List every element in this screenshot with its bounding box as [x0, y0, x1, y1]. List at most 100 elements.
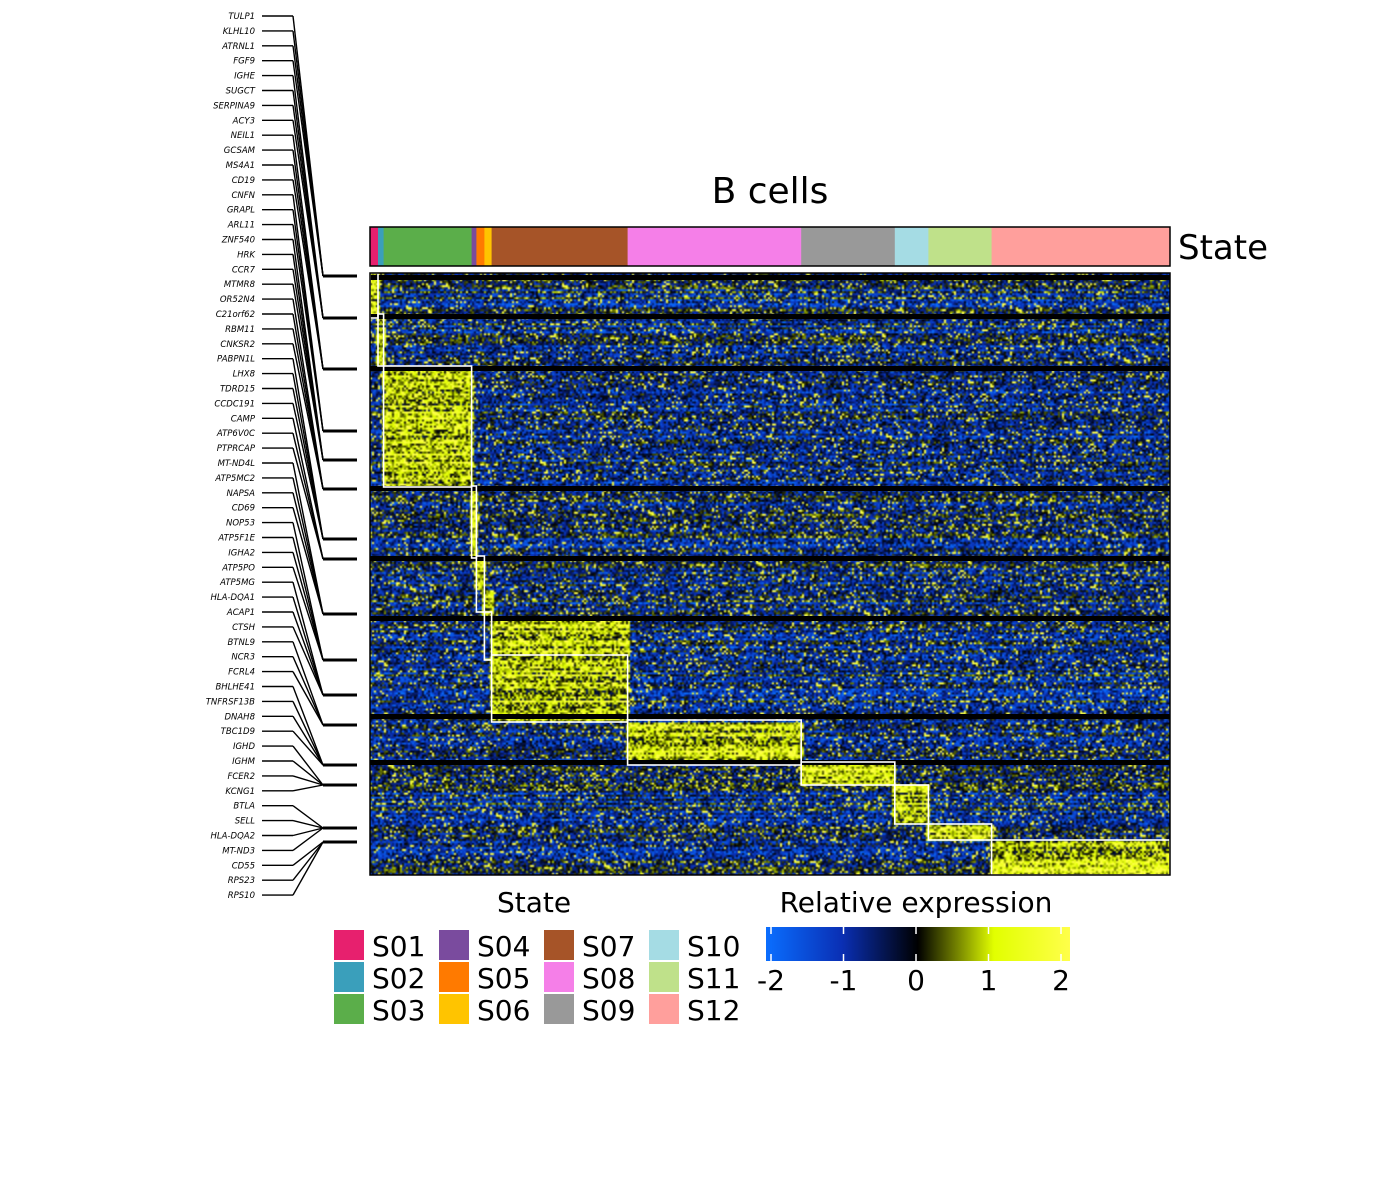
- state-annotation-s01: [370, 227, 379, 266]
- gene-label: ATP5F1E: [217, 534, 255, 544]
- gene-label: SELL: [235, 817, 256, 827]
- state-annotation-s12: [991, 227, 1171, 266]
- row-separator: [370, 616, 1170, 621]
- chart-title: B cells: [712, 171, 829, 212]
- annotation-label: State: [1178, 228, 1268, 268]
- state-annotation-s04: [471, 227, 477, 266]
- gene-label: CD69: [232, 504, 255, 514]
- gene-label: CD19: [232, 176, 255, 186]
- gene-label: OR52N4: [220, 295, 255, 305]
- legend-swatch-s08: [544, 962, 574, 992]
- legend-label-s03: S03: [372, 994, 425, 1027]
- colorbar-ticks: -2 -1 0 1 2: [757, 927, 1070, 997]
- row-separator: [370, 314, 1170, 319]
- gene-label: ACY3: [232, 116, 255, 126]
- gene-label: IGHA2: [228, 548, 255, 558]
- gene-label-links: [262, 15, 357, 896]
- state-outline-s09: [800, 761, 896, 786]
- legend-swatch-s03: [334, 994, 364, 1024]
- gene-label: RBM11: [225, 325, 255, 335]
- gene-label: NOP53: [226, 519, 255, 529]
- legend-label-s01: S01: [372, 930, 425, 963]
- legend-label-s04: S04: [477, 930, 530, 963]
- legend-swatch-s05: [439, 962, 469, 992]
- gene-label: NEIL1: [231, 131, 255, 141]
- legend-swatch-s04: [439, 930, 469, 960]
- colorbar-title: Relative expression: [780, 886, 1053, 919]
- gene-label: BTNL9: [227, 638, 255, 648]
- gene-label: KLHL10: [223, 27, 255, 37]
- gene-label: ARL11: [227, 221, 255, 231]
- legend-swatch-s01: [334, 930, 364, 960]
- legend-swatch-s07: [544, 930, 574, 960]
- state-outline-s02: [377, 313, 385, 367]
- row-separator: [370, 275, 1170, 280]
- row-separator: [370, 714, 1170, 719]
- state-outline-s08: [626, 719, 802, 766]
- heatmap-cells: [370, 273, 1170, 875]
- gene-label: GRAPL: [227, 206, 255, 216]
- gene-label: TULP1: [228, 12, 255, 22]
- legend-swatch-s12: [649, 994, 679, 1024]
- gene-label: ATP5MC2: [214, 474, 255, 484]
- gene-label: FCER2: [227, 772, 255, 782]
- gene-label: CNKSR2: [220, 340, 255, 350]
- colorbar: [766, 927, 1070, 961]
- gene-label: TBC1D9: [221, 727, 255, 737]
- gene-label: HLA-DQA1: [211, 593, 255, 603]
- state-annotation-s10: [894, 227, 929, 266]
- gene-label: ATP5MG: [219, 578, 255, 588]
- gene-label: NAPSA: [226, 489, 255, 499]
- gene-label: CCR7: [232, 265, 256, 275]
- state-legend-title: State: [497, 886, 571, 919]
- gene-label: FGF9: [233, 57, 255, 67]
- colorbar-tick-label: 0: [907, 964, 925, 997]
- state-outline-s10: [893, 784, 930, 825]
- gene-label: IGHM: [232, 757, 255, 767]
- gene-label: CCDC191: [214, 399, 255, 409]
- state-annotation-s03: [383, 227, 472, 266]
- legend-swatch-s02: [334, 962, 364, 992]
- row-separator: [370, 366, 1170, 371]
- legend-label-s10: S10: [687, 930, 740, 963]
- gene-label: PTPRCAP: [217, 444, 256, 454]
- state-annotation-s05: [476, 227, 485, 266]
- gene-label: ACAP1: [226, 608, 255, 618]
- state-diagonal-outlines: [369, 272, 1171, 876]
- colorbar-tick-label: 2: [1052, 964, 1070, 997]
- state-annotation-bar: [370, 227, 1171, 266]
- heatmap-border: [369, 272, 1171, 876]
- gene-label: RPS10: [228, 891, 255, 901]
- state-annotation-s09: [801, 227, 896, 266]
- gene-label: C21orf62: [216, 310, 255, 320]
- colorbar-tick-label: 1: [980, 964, 998, 997]
- gene-label: MS4A1: [226, 161, 255, 171]
- gene-label: HRK: [237, 250, 256, 260]
- gene-label: NCR3: [231, 653, 255, 663]
- gene-label: MTMR8: [224, 280, 256, 290]
- legend-label-s05: S05: [477, 962, 530, 995]
- state-outline-s04: [470, 485, 478, 559]
- legend-swatch-s09: [544, 994, 574, 1024]
- gene-label: TNFRSF13B: [206, 697, 255, 707]
- state-outline-s03: [382, 365, 473, 488]
- legend-label-s09: S09: [582, 994, 635, 1027]
- gene-label: IGHE: [234, 72, 255, 82]
- gene-label: MT-ND3: [222, 846, 255, 856]
- legend-swatch-s06: [439, 994, 469, 1024]
- gene-label: SUGCT: [226, 87, 256, 97]
- state-outline-s11: [927, 823, 993, 841]
- state-annotation-s07: [491, 227, 628, 266]
- annotation-border: [369, 226, 1171, 267]
- gene-label: LHX8: [233, 370, 256, 380]
- state-annotation-s06: [484, 227, 492, 266]
- legend-swatch-s11: [649, 962, 679, 992]
- state-outline-s06: [483, 611, 493, 661]
- gene-label: FCRL4: [228, 668, 255, 678]
- state-annotation-s02: [378, 227, 384, 266]
- heatmap-body: [370, 273, 1170, 875]
- gene-label: KCNG1: [225, 787, 255, 797]
- state-outline-s07: [490, 654, 629, 723]
